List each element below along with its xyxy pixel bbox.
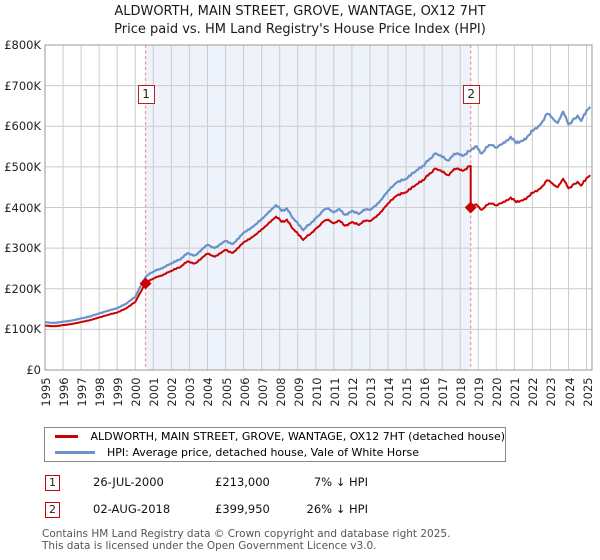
y-tick-label: £500K bbox=[4, 159, 41, 174]
x-tick-label: 2001 bbox=[147, 377, 162, 407]
x-tick-label: 2014 bbox=[382, 377, 396, 407]
x-tick-label: 2013 bbox=[363, 377, 378, 407]
legend: ALDWORTH, MAIN STREET, GROVE, WANTAGE, O… bbox=[44, 427, 506, 462]
x-tick-label: 2023 bbox=[544, 377, 559, 407]
series-line-property bbox=[45, 165, 591, 328]
x-tick-label: 2007 bbox=[255, 377, 270, 407]
sale-date: 26-JUL-2000 bbox=[93, 475, 164, 489]
x-tick-label: 2008 bbox=[273, 377, 288, 407]
sale-hpi-delta: 7% ↓ HPI bbox=[313, 475, 368, 489]
legend-line-swatch bbox=[55, 435, 79, 438]
x-tick-label: 1997 bbox=[75, 377, 90, 407]
sale-hpi-delta: 26% ↓ HPI bbox=[306, 502, 368, 516]
x-tick-label: 2020 bbox=[490, 377, 505, 407]
footer-copyright: Contains HM Land Registry data © Crown c… bbox=[42, 528, 451, 540]
legend-label: ALDWORTH, MAIN STREET, GROVE, WANTAGE, O… bbox=[90, 430, 505, 443]
x-tick-label: 2019 bbox=[472, 377, 487, 407]
legend-label: HPI: Average price, detached house, Vale… bbox=[107, 446, 419, 459]
x-tick-label: 2006 bbox=[237, 377, 252, 407]
x-tick-label: 2002 bbox=[165, 377, 180, 407]
x-tick-label: 1998 bbox=[93, 377, 108, 407]
sale-price: £213,000 bbox=[215, 475, 270, 489]
y-tick-label: £700K bbox=[4, 78, 41, 93]
x-tick-label: 2022 bbox=[526, 377, 541, 407]
plot-border bbox=[44, 44, 593, 371]
x-tick-label: 2018 bbox=[454, 377, 469, 407]
x-tick-label: 2025 bbox=[580, 377, 595, 407]
y-tick-label: £600K bbox=[4, 119, 41, 134]
x-tick-label: 2011 bbox=[327, 377, 342, 407]
y-tick-label: £800K bbox=[4, 38, 41, 52]
chart-title: ALDWORTH, MAIN STREET, GROVE, WANTAGE, O… bbox=[114, 4, 486, 19]
y-tick-label: £400K bbox=[4, 200, 41, 215]
event-marker-box-2: 2 bbox=[462, 85, 480, 104]
sale-date: 02-AUG-2018 bbox=[93, 502, 171, 516]
x-tick-label: 2015 bbox=[400, 377, 415, 407]
legend-line-swatch bbox=[55, 451, 95, 454]
legend-entry: HPI: Average price, detached house, Vale… bbox=[45, 446, 505, 460]
y-tick-label: £100K bbox=[4, 322, 41, 337]
sale-annotation-row-2: 2 02-AUG-2018 £399,950 26% ↓ HPI bbox=[0, 502, 600, 518]
x-tick-label: 2005 bbox=[219, 377, 234, 407]
y-tick-label: £200K bbox=[4, 281, 41, 296]
plot-area bbox=[44, 44, 593, 371]
legend-entry: ALDWORTH, MAIN STREET, GROVE, WANTAGE, O… bbox=[45, 430, 505, 444]
x-tick-label: 1996 bbox=[57, 377, 72, 407]
sale-price: £399,950 bbox=[215, 502, 270, 516]
x-tick-label: 1999 bbox=[111, 377, 126, 407]
footer-licence: This data is licensed under the Open Gov… bbox=[42, 540, 377, 552]
x-tick-label: 2000 bbox=[129, 377, 144, 407]
x-tick-label: 2009 bbox=[291, 377, 306, 407]
sale-number-box: 2 bbox=[45, 502, 60, 518]
sale-annotation-row-1: 1 26-JUL-2000 £213,000 7% ↓ HPI bbox=[0, 475, 600, 491]
chart-subtitle: Price paid vs. HM Land Registry's House … bbox=[114, 22, 486, 37]
y-tick-label: £0 bbox=[26, 363, 41, 377]
x-tick-label: 2010 bbox=[309, 377, 324, 407]
x-tick-label: 2004 bbox=[201, 377, 216, 407]
x-tick-label: 2003 bbox=[183, 377, 198, 407]
event-marker-box-1: 1 bbox=[137, 85, 155, 104]
sale-number-box: 1 bbox=[45, 475, 60, 491]
x-tick-label: 1995 bbox=[39, 377, 53, 407]
x-tick-label: 2012 bbox=[345, 377, 360, 407]
series-line-hpi bbox=[45, 106, 592, 324]
x-tick-label: 2016 bbox=[418, 377, 433, 407]
y-tick-label: £300K bbox=[4, 241, 41, 256]
x-tick-label: 2021 bbox=[508, 377, 523, 407]
x-tick-label: 2017 bbox=[436, 377, 451, 407]
x-tick-label: 2024 bbox=[562, 377, 577, 407]
